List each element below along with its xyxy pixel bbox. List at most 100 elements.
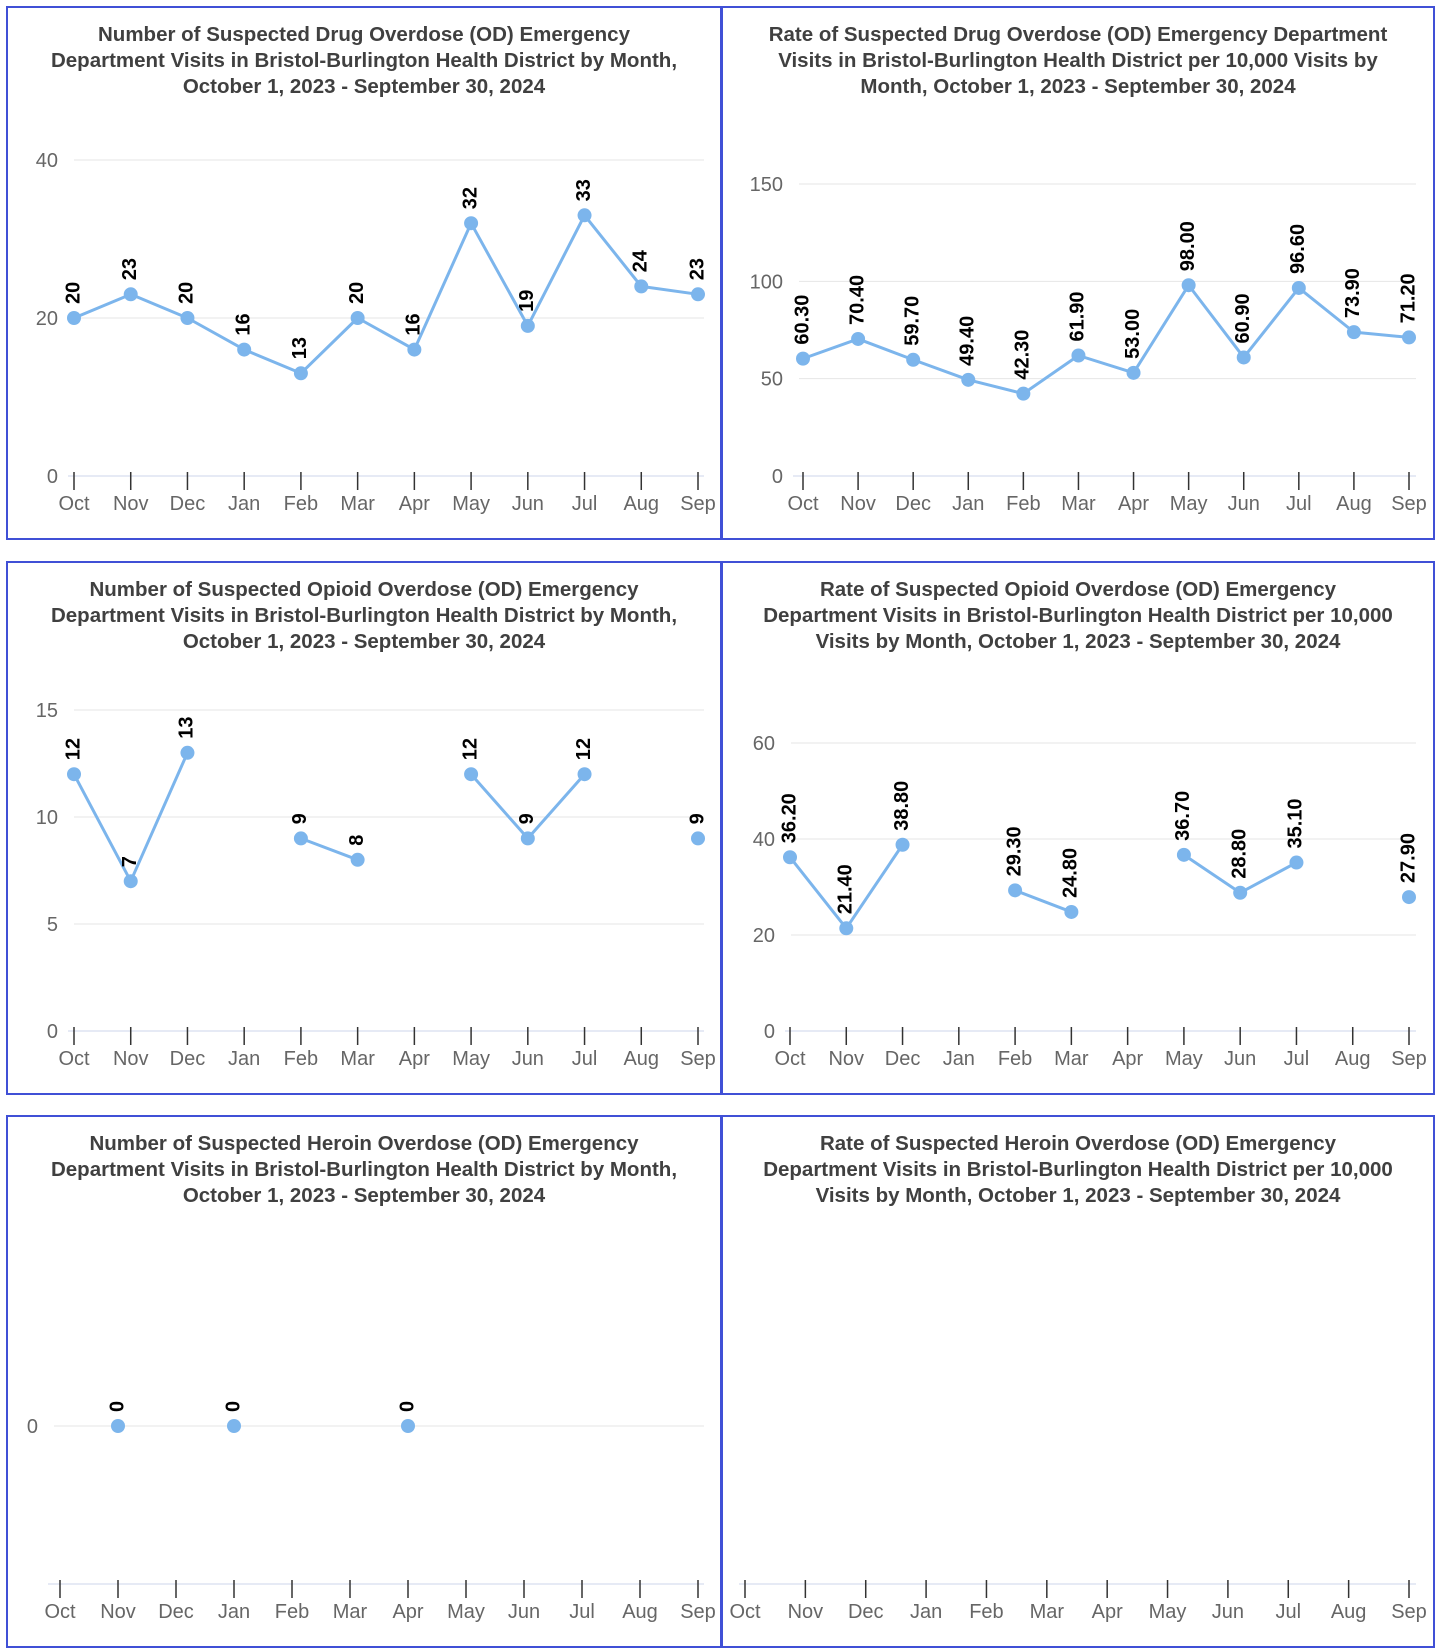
chart-plot: Oct Nov Dec Jan Feb Mar Apr May Jun Jul Aug Sep: [729, 1580, 1427, 1623]
x-tick-label: Jul: [572, 493, 598, 515]
x-tick-label: Apr: [392, 1601, 423, 1623]
y-tick-label: 100: [750, 271, 783, 293]
y-tick-label: 40: [36, 150, 58, 172]
y-tick-label: 150: [750, 174, 783, 196]
x-tick-label: Jul: [1286, 493, 1312, 515]
x-tick-label: Jun: [512, 493, 544, 515]
y-tick-label: 10: [36, 807, 58, 829]
x-tick-label: Aug: [1331, 1601, 1367, 1623]
x-tick-label: Jan: [228, 493, 260, 515]
chart-title: Rate of Suspected Opioid Overdose (OD) E…: [763, 578, 1393, 653]
x-tick-label: Feb: [969, 1601, 1003, 1623]
data-label: 60.30: [791, 295, 813, 345]
data-label: 61.90: [1067, 291, 1089, 341]
chart-title: Rate of Suspected Drug Overdose (OD) Eme…: [768, 23, 1388, 98]
data-point: [895, 837, 910, 852]
chart-panel-opioid-rate: Rate of Suspected Opioid Overdose (OD) E…: [721, 561, 1435, 1095]
x-tick-label: Oct: [774, 1048, 806, 1070]
x-tick-label: Jun: [508, 1601, 540, 1623]
y-tick-label: 0: [47, 466, 58, 488]
x-tick-label: May: [452, 1048, 490, 1070]
data-point: [1402, 890, 1416, 905]
data-label: 29.30: [1003, 826, 1025, 876]
data-point: [1176, 847, 1191, 862]
data-point: [1291, 280, 1306, 295]
x-tick-label: Nov: [840, 493, 876, 515]
data-label: 12: [62, 738, 84, 760]
data-label: 36.70: [1172, 791, 1194, 841]
data-point: [464, 216, 479, 231]
x-tick-label: Sep: [1391, 1048, 1427, 1070]
data-point: [1008, 883, 1023, 898]
x-tick-label: Oct: [58, 493, 90, 515]
y-tick-label: 50: [761, 369, 783, 391]
data-label: 21.40: [835, 864, 857, 914]
y-tick-label: 5: [47, 914, 58, 936]
x-tick-label: May: [1165, 1048, 1203, 1070]
data-label: 53.00: [1122, 309, 1144, 359]
data-label: 0: [106, 1401, 128, 1412]
data-label: 23: [119, 258, 141, 280]
data-label: 98.00: [1177, 221, 1199, 271]
x-tick-label: Feb: [275, 1601, 309, 1623]
series-line: [802, 283, 1410, 396]
x-tick-label: May: [1149, 1601, 1187, 1623]
data-label: 36.20: [778, 793, 800, 843]
data-label: 71.20: [1397, 273, 1419, 323]
x-tick-label: Aug: [623, 493, 659, 515]
data-point: [1016, 386, 1031, 401]
chart-title: Number of Suspected Heroin Overdose (OD)…: [50, 1132, 678, 1207]
x-tick-label: Dec: [895, 493, 931, 515]
x-tick-label: Jan: [218, 1601, 250, 1623]
x-tick-label: Dec: [170, 493, 206, 515]
x-tick-label: Jun: [1212, 1601, 1244, 1623]
x-tick-label: Jan: [228, 1048, 260, 1070]
data-point: [520, 318, 535, 333]
data-point: [1126, 365, 1141, 380]
data-label: 19: [516, 290, 538, 312]
data-point: [1181, 278, 1196, 293]
x-tick-label: Aug: [1336, 493, 1372, 515]
series-line: [300, 836, 359, 862]
data-point: [237, 342, 252, 357]
x-tick-label: Aug: [622, 1601, 658, 1623]
data-point: [851, 331, 866, 346]
data-label: 59.70: [901, 296, 923, 346]
y-tick-label: 0: [772, 466, 783, 488]
data-label: 9: [516, 813, 538, 824]
x-tick-label: Jul: [572, 1048, 598, 1070]
x-tick-label: Feb: [284, 493, 318, 515]
chart-plot: 0 20 40 Oct Nov Dec Jan Feb Mar Apr May Jun Jul Aug Se…: [36, 150, 716, 515]
x-tick-label: Mar: [333, 1601, 368, 1623]
chart-panel-drug-count: Number of Suspected Drug Overdose (OD) E…: [6, 6, 722, 540]
data-point: [350, 311, 365, 325]
x-tick-label: Oct: [44, 1601, 76, 1623]
chart-panel-heroin-rate: Rate of Suspected Heroin Overdose (OD) E…: [721, 1115, 1435, 1648]
x-tick-label: Jul: [1275, 1601, 1301, 1623]
data-label: 20: [346, 282, 368, 304]
x-tick-label: Jan: [952, 493, 984, 515]
y-tick-label: 0: [47, 1021, 58, 1043]
data-point: [67, 311, 81, 325]
data-point: [180, 311, 195, 325]
x-tick-label: May: [1170, 493, 1208, 515]
x-tick-label: Mar: [1061, 493, 1096, 515]
chart-plot: 0 20 40 60 Oct Nov Dec Jan Feb Mar Apr May Jun Jul Aug…: [753, 733, 1427, 1070]
y-tick-label: 0: [27, 1416, 38, 1438]
data-point: [464, 767, 479, 782]
x-tick-label: Nov: [100, 1601, 136, 1623]
data-label: 13: [289, 337, 311, 359]
data-point: [123, 874, 138, 889]
x-tick-label: Aug: [1335, 1048, 1371, 1070]
data-label: 70.40: [846, 275, 868, 325]
data-point: [577, 208, 592, 223]
data-point: [350, 852, 365, 867]
data-label: 33: [573, 179, 595, 201]
x-tick-label: Apr: [399, 1048, 430, 1070]
data-label: 35.10: [1285, 798, 1307, 848]
chart-plot: 0 50 100 150 Oct Nov Dec Jan Feb Mar Apr May Jun Jul A…: [750, 174, 1427, 515]
x-tick-label: Feb: [1006, 493, 1040, 515]
data-point: [401, 1419, 415, 1433]
data-label: 12: [573, 738, 595, 760]
data-label: 96.60: [1287, 224, 1309, 274]
